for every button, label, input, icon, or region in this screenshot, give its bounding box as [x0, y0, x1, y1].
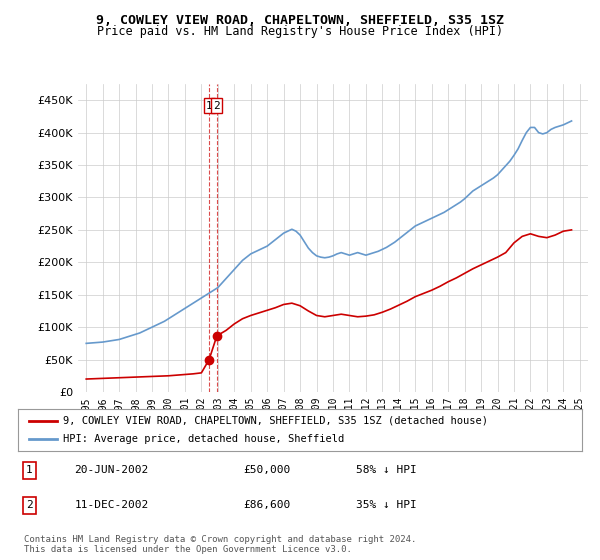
- Text: Contains HM Land Registry data © Crown copyright and database right 2024.
This d: Contains HM Land Registry data © Crown c…: [24, 535, 416, 554]
- Text: 58% ↓ HPI: 58% ↓ HPI: [356, 465, 417, 475]
- Text: £50,000: £50,000: [244, 465, 291, 475]
- Text: £86,600: £86,600: [244, 500, 291, 510]
- Text: 35% ↓ HPI: 35% ↓ HPI: [356, 500, 417, 510]
- Text: 2: 2: [26, 500, 32, 510]
- Text: 9, COWLEY VIEW ROAD, CHAPELTOWN, SHEFFIELD, S35 1SZ (detached house): 9, COWLEY VIEW ROAD, CHAPELTOWN, SHEFFIE…: [63, 416, 488, 426]
- Text: 20-JUN-2002: 20-JUN-2002: [74, 465, 149, 475]
- Text: 11-DEC-2002: 11-DEC-2002: [74, 500, 149, 510]
- Text: 1: 1: [206, 101, 212, 110]
- Text: HPI: Average price, detached house, Sheffield: HPI: Average price, detached house, Shef…: [63, 434, 344, 444]
- Text: 2: 2: [214, 101, 220, 110]
- Text: 1: 1: [26, 465, 32, 475]
- Text: Price paid vs. HM Land Registry's House Price Index (HPI): Price paid vs. HM Land Registry's House …: [97, 25, 503, 38]
- Text: 9, COWLEY VIEW ROAD, CHAPELTOWN, SHEFFIELD, S35 1SZ: 9, COWLEY VIEW ROAD, CHAPELTOWN, SHEFFIE…: [96, 14, 504, 27]
